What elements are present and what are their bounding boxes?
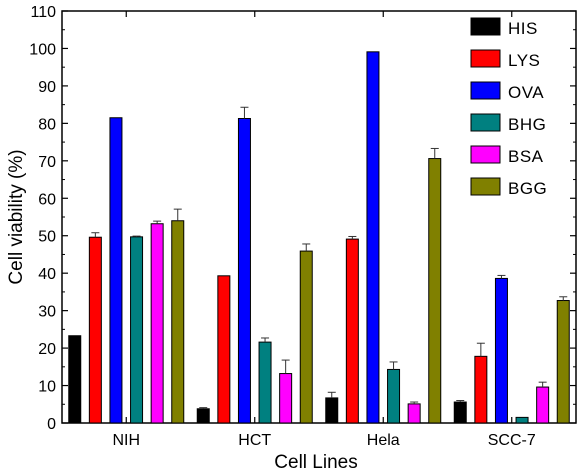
- bar-bsa-hct: [279, 373, 293, 424]
- bar-bgg-nih: [171, 220, 185, 424]
- bar-lys-scc-7: [474, 355, 488, 424]
- bar-ova-hct: [237, 117, 251, 424]
- bar-bsa-scc-7: [536, 386, 550, 424]
- bar-bsa-nih: [150, 223, 164, 424]
- y-tick-label: 100: [29, 41, 56, 58]
- y-tick-label: 70: [38, 154, 56, 171]
- bar-ova-scc-7: [494, 277, 508, 424]
- y-tick-label: 20: [38, 341, 56, 358]
- bar-bgg-scc-7: [556, 300, 570, 424]
- y-tick-label: 50: [38, 229, 56, 246]
- bar-bhg-scc-7: [515, 416, 529, 424]
- y-tick-label: 110: [30, 4, 56, 21]
- bar-bgg-hela: [428, 158, 442, 424]
- x-tick-label: NIH: [112, 432, 140, 449]
- legend-swatch-his: [470, 17, 501, 36]
- y-tick-label: 40: [38, 266, 56, 283]
- legend-swatch-bgg: [470, 177, 501, 196]
- bar-bhg-hela: [387, 368, 401, 424]
- y-tick-label: 10: [38, 379, 56, 396]
- bar-lys-nih: [88, 236, 102, 424]
- legend-swatch-ova: [470, 81, 501, 100]
- y-tick-label: 60: [38, 191, 56, 208]
- legend: HIS LYS OVA BHG BSA BGG: [470, 17, 547, 198]
- bar-bhg-hct: [258, 341, 272, 424]
- legend-swatch-lys: [470, 49, 501, 68]
- bar-his-hela: [325, 397, 339, 424]
- bar-his-nih: [68, 335, 82, 424]
- bar-his-scc-7: [453, 401, 467, 424]
- bar-bgg-hct: [299, 250, 313, 424]
- legend-label-bgg: BGG: [508, 179, 547, 198]
- y-tick-label: 0: [47, 416, 56, 433]
- legend-label-bsa: BSA: [508, 147, 544, 166]
- x-axis: NIH HCT Hela SCC-7: [112, 11, 536, 449]
- y-tick-label: 30: [38, 304, 56, 321]
- y-tick-label: 90: [38, 79, 56, 96]
- bar-lys-hct: [217, 275, 231, 424]
- bar-ova-nih: [109, 117, 123, 424]
- y-axis: 0 10 20 30 40 50 60 70 80 90 100 110: [29, 4, 576, 433]
- bar-lys-hela: [345, 238, 359, 424]
- legend-swatch-bhg: [470, 113, 501, 132]
- legend-label-his: HIS: [508, 19, 538, 38]
- bar-bsa-hela: [407, 403, 421, 424]
- y-tick-label: 80: [38, 116, 56, 133]
- x-tick-label: HCT: [238, 432, 271, 449]
- bar-his-hct: [196, 408, 210, 424]
- bar-ova-hela: [366, 51, 380, 424]
- bars-layer: [68, 51, 570, 424]
- bar-bhg-nih: [130, 236, 144, 424]
- x-tick-label: Hela: [367, 432, 400, 449]
- x-tick-label: SCC-7: [488, 432, 536, 449]
- legend-label-bhg: BHG: [508, 115, 546, 134]
- legend-swatch-bsa: [470, 145, 501, 164]
- legend-label-ova: OVA: [508, 83, 544, 102]
- x-axis-title: Cell Lines: [274, 452, 357, 472]
- legend-label-lys: LYS: [508, 51, 540, 70]
- y-axis-title: Cell viability (%): [6, 149, 27, 284]
